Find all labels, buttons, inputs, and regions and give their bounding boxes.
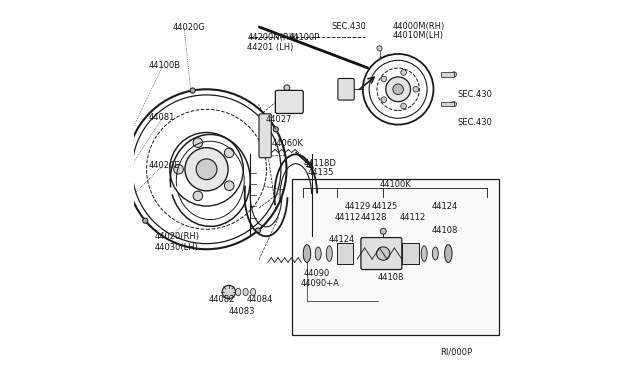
Ellipse shape [326, 246, 332, 262]
Circle shape [393, 84, 403, 94]
Circle shape [401, 103, 406, 109]
Circle shape [284, 85, 290, 91]
Text: 44030(LH): 44030(LH) [154, 243, 198, 252]
Circle shape [273, 126, 278, 132]
Circle shape [377, 46, 382, 51]
Circle shape [451, 72, 456, 77]
Ellipse shape [445, 245, 452, 263]
Ellipse shape [250, 288, 255, 296]
Circle shape [143, 218, 148, 223]
Bar [122, 115, 129, 124]
Text: 44100K: 44100K [380, 180, 412, 189]
Text: 44100P: 44100P [289, 33, 320, 42]
Text: 44112: 44112 [400, 213, 426, 222]
Bar [337, 243, 353, 264]
Text: 44100B: 44100B [148, 61, 180, 70]
Circle shape [289, 99, 294, 105]
Text: 44082: 44082 [209, 295, 235, 304]
Bar [122, 165, 129, 174]
Text: 44124: 44124 [329, 235, 355, 244]
Ellipse shape [421, 246, 427, 262]
Text: SEC.430: SEC.430 [458, 90, 493, 99]
Circle shape [222, 285, 236, 299]
Circle shape [386, 77, 410, 102]
Text: 44108: 44108 [431, 226, 458, 235]
FancyBboxPatch shape [338, 78, 354, 100]
Circle shape [225, 181, 234, 190]
Circle shape [284, 99, 289, 105]
Circle shape [401, 70, 406, 75]
Text: RI/000P: RI/000P [440, 347, 472, 356]
Bar [441, 72, 454, 77]
Circle shape [451, 102, 456, 107]
FancyBboxPatch shape [275, 90, 303, 113]
Text: 44108: 44108 [378, 273, 404, 282]
Text: 44027: 44027 [266, 115, 292, 124]
Circle shape [225, 148, 234, 158]
Circle shape [190, 88, 195, 93]
Circle shape [278, 99, 284, 105]
Circle shape [380, 228, 386, 234]
Circle shape [413, 86, 419, 92]
Circle shape [193, 191, 203, 201]
Text: 44090+A: 44090+A [301, 279, 340, 288]
Circle shape [185, 148, 228, 191]
Text: 44020G: 44020G [173, 23, 206, 32]
Text: 44124: 44124 [431, 202, 458, 211]
Text: 44201 (LH): 44201 (LH) [248, 43, 294, 52]
Text: 44010M(LH): 44010M(LH) [392, 31, 444, 40]
Bar [122, 62, 129, 71]
Circle shape [381, 76, 387, 82]
Circle shape [193, 138, 203, 147]
Circle shape [173, 164, 183, 174]
Text: 44020E: 44020E [148, 161, 180, 170]
Ellipse shape [236, 288, 241, 296]
Text: 44135: 44135 [308, 169, 335, 177]
Circle shape [381, 97, 387, 103]
Ellipse shape [315, 247, 321, 260]
Text: 44020(RH): 44020(RH) [154, 232, 200, 241]
Bar [402, 243, 419, 264]
FancyBboxPatch shape [259, 114, 271, 158]
Text: 44090: 44090 [303, 269, 330, 278]
Bar [292, 179, 499, 335]
Text: 44084: 44084 [246, 295, 273, 304]
Ellipse shape [303, 245, 310, 263]
Text: 44200N(RH): 44200N(RH) [248, 33, 299, 42]
Text: SEC.430: SEC.430 [331, 22, 366, 31]
Circle shape [376, 247, 390, 260]
FancyBboxPatch shape [361, 238, 402, 270]
Text: 44000M(RH): 44000M(RH) [392, 22, 445, 31]
Circle shape [255, 228, 260, 233]
Text: 44112: 44112 [335, 213, 361, 222]
Ellipse shape [243, 288, 248, 296]
Text: 44128: 44128 [361, 213, 387, 222]
Text: SEC.430: SEC.430 [458, 118, 493, 127]
Text: 44060K: 44060K [271, 139, 303, 148]
Circle shape [196, 159, 217, 180]
Text: 44083: 44083 [229, 307, 255, 316]
Text: 44081: 44081 [148, 113, 175, 122]
Ellipse shape [433, 247, 438, 260]
Text: 44125: 44125 [372, 202, 398, 211]
Circle shape [264, 133, 269, 138]
Circle shape [342, 85, 351, 94]
Bar [441, 102, 454, 106]
Text: 44129: 44129 [344, 202, 371, 211]
Text: 44118D: 44118D [303, 159, 336, 168]
